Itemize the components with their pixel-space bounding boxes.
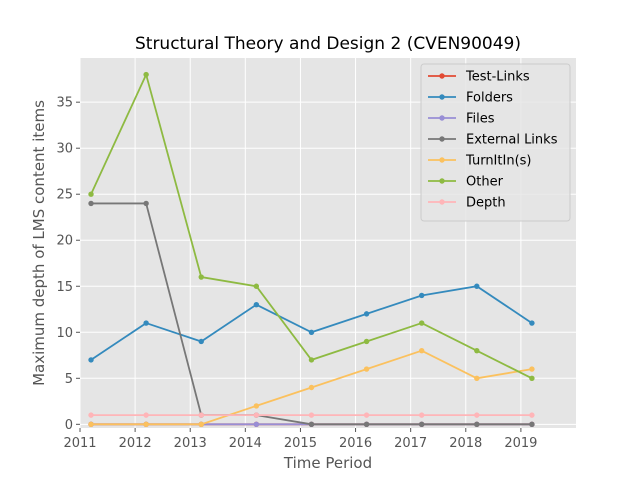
data-point-depth — [88, 412, 94, 418]
data-point-turnitin-s — [253, 403, 260, 409]
data-point-files — [253, 421, 260, 428]
x-tick-label: 2013 — [174, 436, 207, 451]
y-axis-ticks: 0 5 10 15 20 25 30 35 — [56, 96, 80, 433]
data-point-depth — [308, 412, 315, 418]
legend-label: Folders — [466, 91, 513, 106]
data-point-depth — [253, 412, 260, 418]
data-point-depth — [198, 412, 204, 418]
data-point-other — [529, 375, 535, 381]
y-axis-label: Maximum depth of LMS content items — [30, 100, 48, 386]
legend-item-external-links: External Links — [428, 133, 558, 148]
legend-label: Files — [466, 112, 495, 127]
data-point-external-links — [363, 421, 370, 428]
legend-label: Other — [466, 175, 504, 190]
legend-box — [420, 63, 571, 222]
data-point-depth — [418, 412, 425, 418]
series-depth — [88, 412, 535, 418]
legend-label: Depth — [466, 196, 506, 211]
x-axis-ticks: 2011 2012 2013 2014 2015 2016 2017 2018 2019 — [63, 428, 537, 451]
data-point-turnitin-s — [418, 347, 425, 354]
data-point-external-links — [88, 200, 94, 207]
x-tick-label: 2011 — [63, 436, 96, 451]
legend-swatch-marker — [439, 73, 445, 79]
data-point-other — [253, 283, 260, 289]
data-point-other — [198, 274, 204, 280]
legend-item-test-links: Test-Links — [428, 70, 530, 85]
data-point-depth — [474, 412, 480, 418]
data-point-other — [474, 347, 480, 354]
series-turnitin-s — [88, 347, 535, 428]
x-tick-label: 2016 — [339, 436, 372, 451]
legend-swatch-marker — [439, 115, 445, 121]
legend-swatch-marker — [439, 178, 445, 184]
data-point-turnitin-s — [474, 375, 480, 381]
x-tick-label: 2018 — [449, 436, 482, 451]
data-point-turnitin-s — [143, 421, 149, 428]
data-point-turnitin-s — [529, 366, 535, 372]
legend-item-folders: Folders — [428, 91, 513, 106]
data-point-other — [308, 357, 315, 363]
data-point-external-links — [529, 421, 535, 428]
y-tick-label: 0 — [65, 418, 73, 433]
data-point-turnitin-s — [363, 366, 370, 372]
legend-swatch-marker — [439, 199, 445, 205]
series-lines — [88, 71, 535, 428]
data-point-other — [88, 191, 94, 197]
data-point-depth — [529, 412, 535, 418]
data-point-external-links — [474, 421, 480, 428]
data-point-external-links — [418, 421, 425, 428]
data-point-folders — [474, 283, 480, 289]
data-point-other — [143, 71, 149, 78]
x-tick-label: 2019 — [504, 436, 537, 451]
y-tick-label: 25 — [56, 188, 73, 203]
legend-item-files: Files — [428, 112, 495, 127]
legend-label: External Links — [466, 133, 558, 148]
legend: Test-Links Folders Files External Links Turn… — [420, 63, 571, 222]
legend-item-other: Other — [428, 175, 504, 190]
legend-label: Test-Links — [465, 70, 530, 85]
x-tick-label: 2017 — [394, 436, 427, 451]
y-tick-label: 10 — [56, 326, 73, 341]
x-tick-label: 2014 — [229, 436, 262, 451]
data-point-folders — [253, 301, 260, 308]
data-point-folders — [308, 329, 315, 335]
data-point-external-links — [308, 421, 315, 428]
x-tick-label: 2015 — [284, 436, 317, 451]
series-folders — [88, 283, 535, 363]
y-tick-label: 20 — [56, 234, 73, 249]
y-tick-label: 35 — [56, 96, 73, 111]
y-tick-label: 15 — [56, 280, 73, 295]
data-point-other — [363, 338, 370, 345]
data-point-folders — [143, 320, 149, 326]
data-point-other — [418, 320, 425, 326]
y-tick-label: 5 — [65, 372, 73, 387]
data-point-turnitin-s — [308, 384, 315, 391]
data-point-folders — [418, 292, 425, 299]
data-point-folders — [88, 357, 94, 363]
data-point-external-links — [143, 200, 149, 207]
legend-swatch-marker — [439, 157, 445, 163]
data-point-folders — [529, 320, 535, 326]
x-axis-label: Time Period — [283, 454, 372, 472]
y-tick-label: 30 — [56, 142, 73, 157]
legend-swatch-marker — [439, 94, 445, 100]
legend-swatch-marker — [439, 136, 445, 142]
series-other — [88, 71, 535, 381]
data-point-folders — [363, 311, 370, 317]
legend-item-depth: Depth — [428, 196, 506, 211]
legend-item-turnitin-s: TurnItIn(s) — [428, 154, 531, 169]
chart-title: Structural Theory and Design 2 (CVEN9004… — [135, 34, 521, 54]
data-point-turnitin-s — [198, 421, 204, 428]
data-point-depth — [363, 412, 370, 418]
data-point-turnitin-s — [88, 421, 94, 428]
data-point-folders — [198, 338, 204, 345]
legend-label: TurnItIn(s) — [465, 154, 531, 169]
x-tick-label: 2012 — [119, 436, 152, 451]
data-point-depth — [143, 412, 149, 418]
